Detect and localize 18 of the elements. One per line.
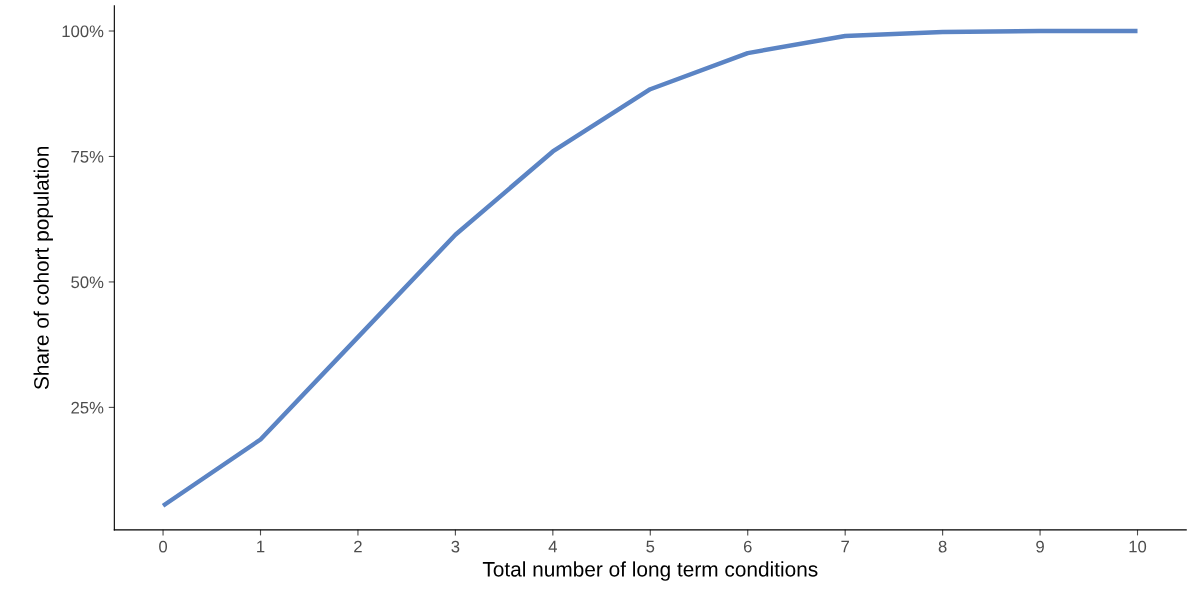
x-tick-label: 0	[159, 540, 168, 553]
line-series	[160, 28, 1140, 508]
x-tick-label: 8	[938, 540, 947, 553]
x-tick-label: 1	[257, 540, 265, 553]
x-tick-label: 9	[1036, 540, 1044, 553]
x-tick-label: 6	[743, 540, 752, 553]
x-tick-label: 10	[1129, 540, 1147, 553]
x-tick-label: 5	[646, 540, 655, 553]
y-tick-label: 100%	[62, 25, 104, 38]
x-tick-label: 7	[841, 540, 849, 553]
x-tick-label: 4	[548, 540, 557, 553]
x-axis-title: Total number of long term conditions	[482, 561, 818, 581]
x-tick-label: 3	[451, 540, 460, 553]
y-axis-title: Share of cohort population	[33, 147, 53, 390]
y-tick-label: 25%	[71, 401, 104, 414]
x-tick-label: 2	[354, 540, 362, 553]
y-tick-label: 50%	[71, 276, 104, 289]
y-tick-label: 75%	[71, 150, 104, 163]
